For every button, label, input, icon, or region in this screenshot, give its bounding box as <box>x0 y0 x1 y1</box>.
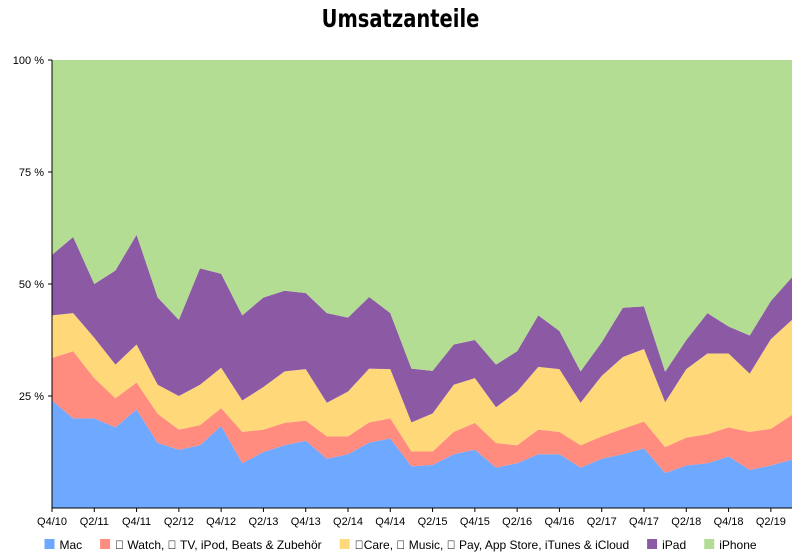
x-tick-label: Q4/17 <box>629 516 659 528</box>
area-ipad <box>52 234 792 423</box>
x-tick-label: Q2/14 <box>333 516 363 528</box>
x-tick-label: Q4/12 <box>206 516 236 528</box>
legend-label:  Watch,  TV, iPod, Beats & Zubehör <box>115 538 322 552</box>
area-care-music-pay-app-store-itunes-icloud <box>52 313 792 452</box>
legend-swatch <box>647 539 658 549</box>
x-tick-label: Q2/17 <box>587 516 617 528</box>
x-tick-label: Q4/13 <box>291 516 321 528</box>
x-tick-label: Q4/10 <box>37 516 67 528</box>
legend-item-mac: Mac <box>44 538 83 552</box>
legend-label: Mac <box>60 538 83 552</box>
legend-swatch <box>100 539 111 549</box>
y-tick-label: 50 % <box>19 279 44 291</box>
x-tick-label: Q2/11 <box>80 516 109 528</box>
x-tick-label: Q2/18 <box>671 516 701 528</box>
legend-swatch <box>339 539 350 549</box>
x-tick-label: Q2/13 <box>248 516 278 528</box>
area-watch-tv-ipod-beats-zubeh-r <box>52 351 792 474</box>
area-layers <box>52 60 792 508</box>
x-tick-label: Q4/15 <box>460 516 490 528</box>
legend-item-ipad: iPad <box>647 538 686 552</box>
legend-item-iphone: iPhone <box>704 538 757 552</box>
x-tick-label: Q2/12 <box>164 516 194 528</box>
x-tick-label: Q4/11 <box>122 516 151 528</box>
legend-item-watch-tv-ipod-beats-zubeh-r:  Watch,  TV, iPod, Beats & Zubehör <box>100 538 322 552</box>
x-tick-label: Q2/19 <box>756 516 786 528</box>
legend-label: Care,  Music,  Pay, App Store, iTunes… <box>355 538 629 552</box>
area-iphone <box>52 60 792 372</box>
x-tick-label: Q4/14 <box>375 516 405 528</box>
y-tick-label: 75 % <box>19 167 44 179</box>
legend: Mac  Watch,  TV, iPod, Beats & Zubehör … <box>44 538 757 552</box>
legend-item-care-music-pay-app-store-itunes-icloud: Care,  Music,  Pay, App Store, iTunes… <box>339 538 629 552</box>
x-tick-label: Q4/16 <box>544 516 574 528</box>
legend-label: iPhone <box>719 538 757 552</box>
y-tick-label: 25 % <box>19 391 44 403</box>
legend-swatch <box>44 539 55 549</box>
y-tick-label: 100 % <box>13 55 44 67</box>
x-tick-label: Q4/18 <box>714 516 744 528</box>
legend-label: iPad <box>662 538 686 552</box>
axes: 25 % 50 % 75 % 100 % Q4/10 Q2/11 Q4/11 Q2/12 Q4/… <box>13 55 792 528</box>
area-mac <box>52 400 792 508</box>
chart-title: Umsatzanteile <box>321 4 480 33</box>
legend-swatch <box>704 539 715 549</box>
x-tick-label: Q2/15 <box>418 516 448 528</box>
x-tick-label: Q2/16 <box>502 516 532 528</box>
